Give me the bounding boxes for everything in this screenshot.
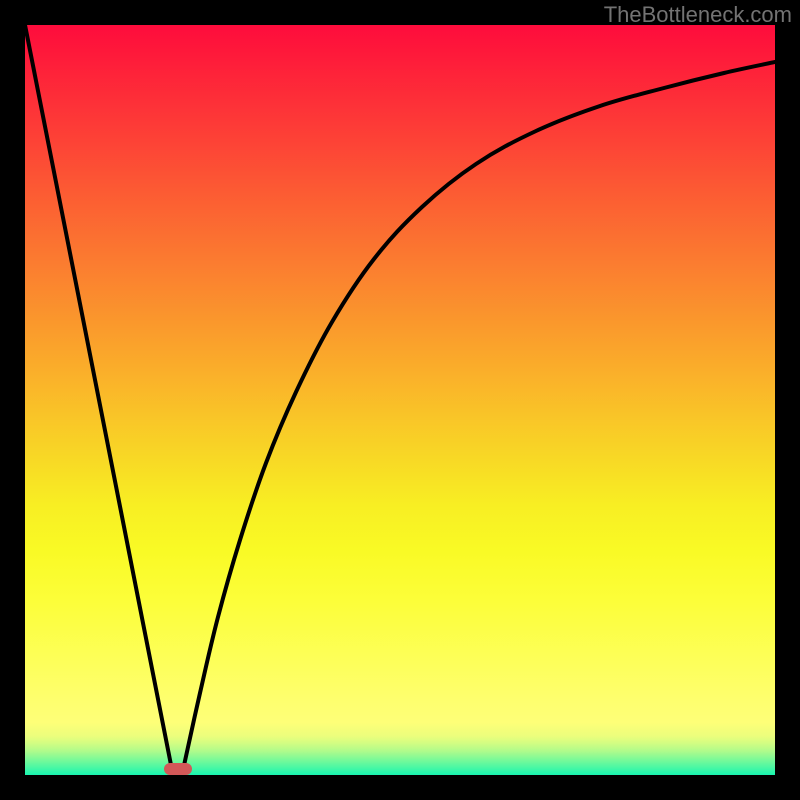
gradient-background — [25, 25, 775, 775]
chart-container: TheBottleneck.com — [0, 0, 800, 800]
bottleneck-chart — [0, 0, 800, 800]
optimum-marker — [164, 763, 192, 775]
watermark-text: TheBottleneck.com — [604, 2, 792, 28]
